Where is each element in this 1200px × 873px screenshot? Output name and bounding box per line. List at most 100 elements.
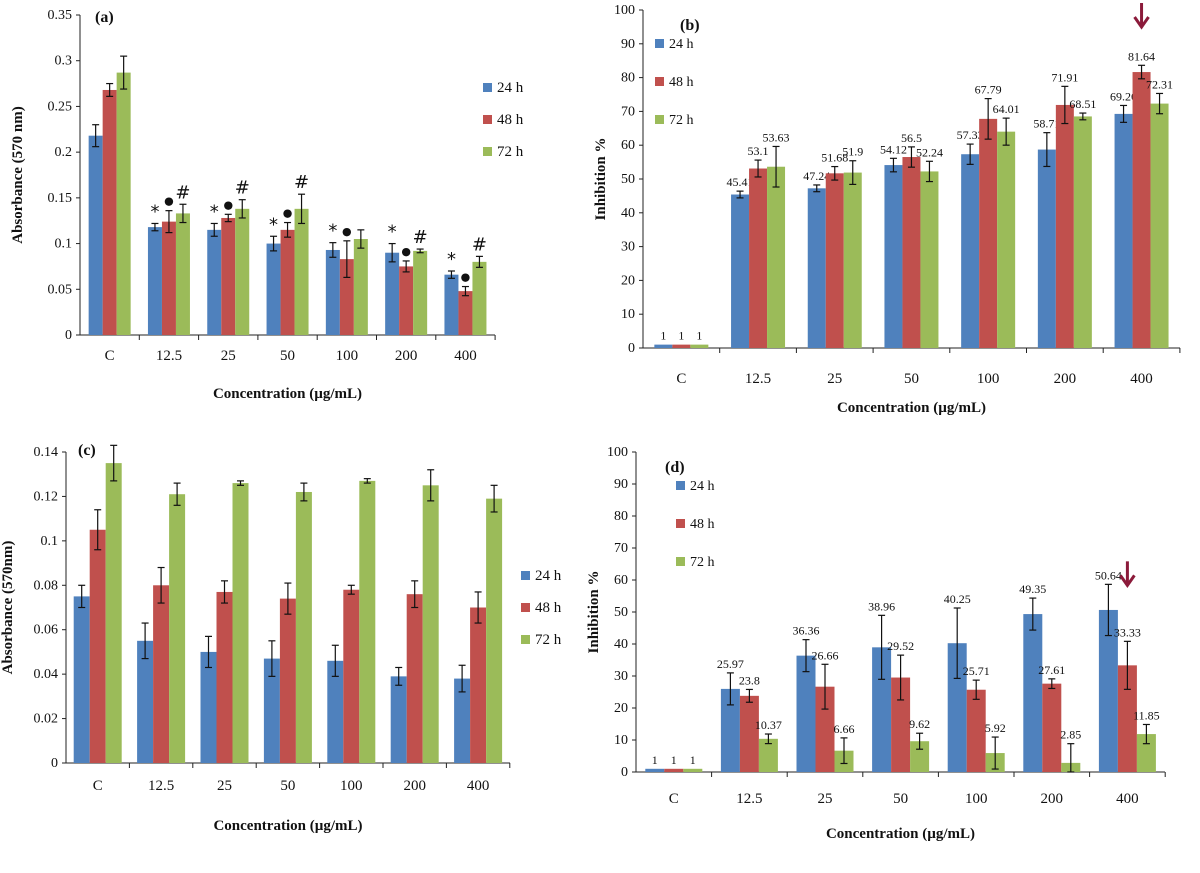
- data-label: 23.8: [739, 673, 760, 687]
- y-tick-label: 30: [614, 669, 628, 684]
- significance-marker: *: [150, 201, 159, 222]
- data-label: 36.36: [793, 624, 820, 638]
- bar-24h-100: [325, 249, 340, 335]
- significance-marker: *: [388, 222, 397, 243]
- data-label: 45.41: [727, 175, 754, 189]
- bar-48h-200: [1042, 683, 1062, 772]
- x-tick-label: 100: [340, 778, 363, 794]
- legend-swatch: [483, 83, 492, 92]
- bar-24h-200: [1023, 614, 1043, 772]
- significance-marker: *: [210, 201, 219, 222]
- y-tick-label: 0.1: [55, 237, 73, 252]
- bar-48h-25: [221, 217, 236, 335]
- y-tick-label: 10: [614, 733, 628, 748]
- bar-48h-50: [280, 229, 295, 335]
- bar-24h-25: [796, 655, 816, 772]
- y-tick-label: 0.2: [55, 145, 73, 160]
- data-label: 6.66: [834, 722, 855, 736]
- bar-24h-400: [1114, 113, 1133, 348]
- bar-72h-25: [843, 172, 862, 348]
- bar-24h-25: [200, 651, 217, 763]
- x-tick-label: 200: [1041, 791, 1064, 807]
- x-tick-label: 25: [217, 778, 232, 794]
- y-axis-title: Inhibition %: [593, 138, 609, 221]
- data-label: 26.66: [812, 648, 839, 662]
- panel-label: (a): [95, 9, 114, 26]
- bar-72h-400: [1136, 734, 1156, 772]
- bar-24h-200: [390, 676, 407, 763]
- bar-24h-200: [1037, 149, 1056, 348]
- bar-48h-25: [825, 173, 844, 348]
- significance-marker: ●: [401, 245, 411, 258]
- x-tick-label: C: [105, 348, 115, 364]
- bar-24h-400: [1098, 609, 1118, 772]
- legend-swatch: [521, 603, 530, 612]
- data-label: 9.62: [909, 717, 930, 731]
- bar-72h-12.5: [758, 738, 778, 772]
- y-axis-title: Absorbance (570nm): [0, 541, 16, 675]
- significance-marker: #: [235, 178, 250, 199]
- bar-72h-12.5: [175, 213, 190, 335]
- data-label: 64.01: [993, 102, 1020, 116]
- data-label: 72.31: [1146, 77, 1173, 91]
- significance-marker: #: [175, 182, 190, 203]
- bar-48h-400: [1132, 72, 1151, 349]
- y-tick-label: 0.14: [34, 445, 59, 460]
- bar-24h-100: [947, 643, 967, 772]
- data-label: 2.85: [1060, 728, 1081, 742]
- y-tick-label: 100: [614, 3, 635, 18]
- y-tick-label: 70: [621, 104, 635, 119]
- panel-label: (d): [665, 459, 685, 476]
- bar-24h-C: [88, 135, 103, 335]
- bar-72h-C: [105, 463, 122, 763]
- data-label: 47.24: [803, 169, 830, 183]
- data-label: 53.1: [748, 144, 769, 158]
- y-tick-label: 80: [621, 71, 635, 86]
- x-tick-label: C: [93, 778, 103, 794]
- y-tick-label: 40: [614, 637, 628, 652]
- highlight-arrow-icon: [1133, 16, 1150, 30]
- legend-label: 72 h: [535, 632, 562, 648]
- y-tick-label: 80: [614, 509, 628, 524]
- data-label: 40.25: [944, 592, 971, 606]
- legend-swatch: [655, 77, 664, 86]
- significance-marker: *: [447, 249, 456, 270]
- y-tick-label: 50: [614, 605, 628, 620]
- y-tick-label: 0.08: [34, 578, 59, 593]
- legend-label: 48 h: [669, 75, 694, 90]
- bar-24h-100: [327, 660, 344, 763]
- bar-72h-100: [353, 239, 368, 335]
- y-tick-label: 70: [614, 541, 628, 556]
- legend-swatch: [655, 39, 664, 48]
- x-tick-label: 400: [454, 348, 477, 364]
- bar-72h-50: [295, 491, 312, 763]
- bar-72h-50: [910, 741, 930, 772]
- data-label: 1: [690, 753, 696, 767]
- bar-72h-200: [422, 485, 439, 763]
- significance-marker: ●: [223, 198, 233, 211]
- data-label: 29.52: [887, 639, 914, 653]
- bar-24h-400: [454, 678, 471, 763]
- legend-swatch: [676, 557, 685, 566]
- y-tick-label: 0: [628, 341, 635, 356]
- x-tick-label: 400: [467, 778, 490, 794]
- x-tick-label: 12.5: [745, 371, 771, 387]
- bar-24h-100: [961, 154, 980, 348]
- bar-24h-12.5: [137, 640, 154, 763]
- x-axis-title: Concentration (µg/mL): [837, 400, 986, 416]
- data-label: 52.24: [916, 145, 943, 159]
- highlight-arrow-icon: [1119, 574, 1136, 588]
- bar-72h-50: [920, 171, 939, 348]
- legend-label: 48 h: [535, 600, 562, 616]
- x-tick-label: 12.5: [148, 778, 174, 794]
- data-label: 25.97: [717, 657, 744, 671]
- data-label: 51.9: [842, 145, 863, 159]
- bar-72h-C: [683, 768, 703, 772]
- x-tick-label: C: [676, 371, 686, 387]
- significance-marker: #: [472, 234, 487, 255]
- data-label: 1: [671, 753, 677, 767]
- bar-24h-50: [884, 165, 903, 348]
- y-tick-label: 0.12: [34, 489, 59, 504]
- bar-24h-400: [444, 274, 459, 335]
